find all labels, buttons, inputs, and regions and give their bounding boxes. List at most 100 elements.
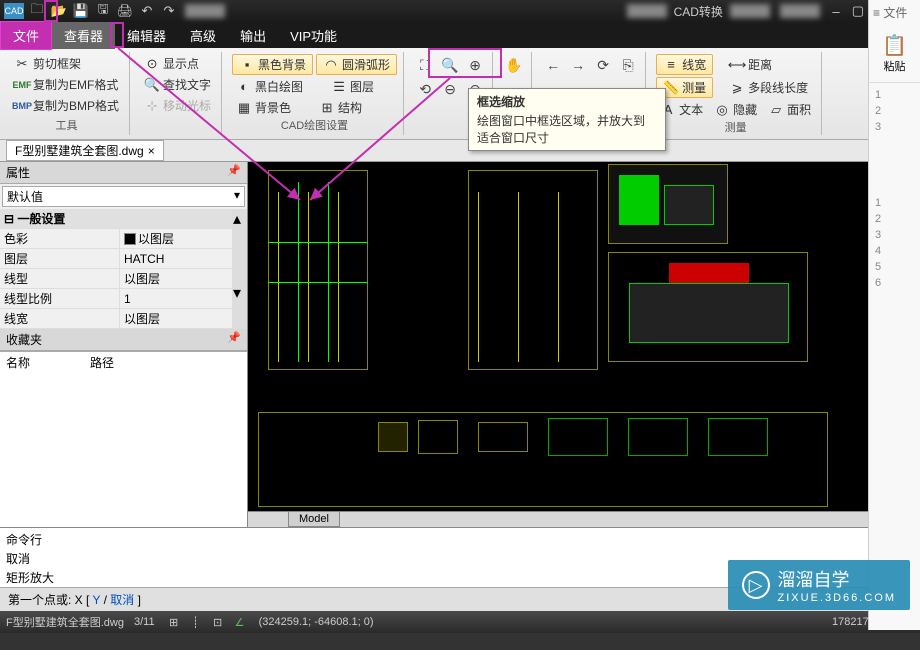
blur-region	[627, 4, 667, 18]
hide-button[interactable]: ◎隐藏	[710, 100, 761, 119]
drawing-canvas[interactable]: Model	[248, 162, 920, 527]
lineweight-button[interactable]: ≡线宽	[656, 54, 713, 75]
distance-button[interactable]: ⟷距离	[725, 54, 776, 75]
menu-output[interactable]: 输出	[228, 22, 278, 49]
status-file: F型别墅建筑全套图.dwg	[6, 614, 124, 630]
show-points-button[interactable]: ⊙显示点	[140, 54, 215, 73]
sb-icon[interactable]: ∠	[231, 614, 249, 630]
ribbon-group-tools: ✂剪切框架 EMF复制为EMF格式 BMP复制为BMP格式 工具	[4, 52, 130, 135]
zoom-window-icon[interactable]: 🔍	[439, 54, 461, 76]
pin-icon[interactable]: 📌	[227, 331, 241, 348]
menu-editor[interactable]: 编辑器	[115, 22, 178, 49]
h-scrollbar[interactable]	[248, 511, 920, 527]
blur-region	[185, 4, 225, 18]
file-tab[interactable]: F型别墅建筑全套图.dwg×	[6, 140, 164, 161]
close-tab-icon[interactable]: ×	[148, 144, 155, 158]
app-icon: CAD	[4, 3, 24, 19]
sidebar-title[interactable]: ≡ 文件	[869, 0, 920, 25]
menu-file[interactable]: 文件	[0, 21, 52, 50]
min-icon[interactable]: –	[827, 3, 845, 19]
copy-bmp-button[interactable]: BMP复制为BMP格式	[10, 96, 123, 115]
bw-draw-button[interactable]: ◐黑白绘图	[232, 77, 307, 96]
cmd-title: 命令行	[6, 530, 914, 549]
prop-row: 线型比例1	[0, 289, 233, 309]
palette-icon: ▪	[239, 57, 255, 73]
sidebar-row: 2	[869, 103, 920, 119]
structure-button[interactable]: ⊞结构	[315, 98, 366, 117]
polyline-len-button[interactable]: ⩾多段线长度	[725, 77, 812, 98]
scissors-icon: ✂	[14, 56, 30, 72]
tree-icon: ⊞	[319, 100, 335, 116]
sidebar-row: 1	[869, 195, 920, 211]
bmp-icon: BMP	[14, 98, 30, 114]
scrollbar[interactable]: ▴▾	[233, 209, 247, 329]
undo-icon[interactable]: ↶	[138, 3, 156, 19]
properties-panel: 属性📌 默认值▾ ⊟ 一般设置 色彩以图层 图层HATCH 线型以图层 线型比例…	[0, 162, 248, 527]
default-dropdown[interactable]: 默认值▾	[2, 186, 245, 207]
props-header: 属性📌	[0, 162, 247, 184]
find-text-button[interactable]: 🔍查找文字	[140, 75, 215, 94]
color-icon: ▦	[236, 100, 252, 116]
nav-rotate-icon[interactable]: ⟳	[592, 54, 614, 76]
max-icon[interactable]: ▢	[849, 3, 867, 19]
new-icon[interactable]: 🗀	[28, 3, 46, 19]
cut-frame-button[interactable]: ✂剪切框架	[10, 54, 123, 73]
area-icon: ▱	[768, 102, 784, 118]
titlebar: CAD 🗀 📂 💾 🖫 🖨 ↶ ↷ CAD转换 – ▢ WPS	[0, 0, 920, 22]
copy-emf-button[interactable]: EMF复制为EMF格式	[10, 75, 123, 94]
pline-icon: ⩾	[729, 80, 745, 96]
zoom-realtime-icon[interactable]: ⊖	[439, 78, 461, 100]
nav-prev-icon[interactable]: ←	[542, 54, 564, 76]
sb-icon[interactable]: ⊡	[209, 614, 227, 630]
black-bg-button[interactable]: ▪黑色背景	[232, 54, 313, 75]
open-icon[interactable]: 📂	[50, 3, 68, 19]
search-icon: 🔍	[144, 77, 160, 93]
play-icon: ▷	[742, 571, 770, 599]
smooth-arc-button[interactable]: ◠圆滑弧形	[316, 54, 397, 75]
sb-icon[interactable]: ⊞	[165, 614, 183, 630]
save-icon[interactable]: 💾	[72, 3, 90, 19]
arc-icon: ◠	[323, 57, 339, 73]
area-button[interactable]: ▱面积	[764, 100, 815, 119]
tooltip: 框选缩放 绘图窗口中框选区域，并放大到 适合窗口尺寸	[468, 88, 666, 151]
ribbon-group-2: ⊙显示点 🔍查找文字 ⊹移动光标	[134, 52, 222, 135]
group-label: 工具	[10, 117, 123, 133]
saveall-icon[interactable]: 🖫	[94, 3, 112, 19]
zoom-prev-icon[interactable]: ⟲	[414, 78, 436, 100]
line-icon: ≡	[663, 57, 679, 73]
cursor-icon: ⊹	[144, 98, 160, 114]
nav-copy-icon[interactable]: ⎘	[617, 54, 639, 76]
zoom-extents-icon[interactable]: ⛶	[414, 54, 436, 76]
menu-vip[interactable]: VIP功能	[278, 22, 349, 49]
sidebar-row: 6	[869, 275, 920, 291]
chevron-down-icon: ▾	[234, 188, 240, 205]
menubar: 文件 查看器 编辑器 高级 输出 VIP功能 ✎	[0, 22, 920, 48]
watermark: ▷ 溜溜自学 ZIXUE.3D66.COM	[728, 560, 910, 610]
redo-icon[interactable]: ↷	[160, 3, 178, 19]
filetab-bar: F型别墅建筑全套图.dwg×	[0, 140, 920, 162]
prop-row: 线宽以图层	[0, 309, 233, 329]
paste-label[interactable]: 粘贴	[869, 58, 920, 74]
emf-icon: EMF	[14, 77, 30, 93]
sb-icon[interactable]: ┊	[187, 614, 205, 630]
print-icon[interactable]: 🖨	[116, 3, 134, 19]
layer-button[interactable]: ☰图层	[327, 77, 378, 96]
sidebar-row: 5	[869, 259, 920, 275]
bg-color-button[interactable]: ▦背景色	[232, 98, 295, 117]
menu-advanced[interactable]: 高级	[178, 22, 228, 49]
sidebar-row: 2	[869, 211, 920, 227]
paste-icon[interactable]: 📋	[869, 33, 920, 58]
model-tab[interactable]: Model	[288, 511, 340, 527]
point-icon: ⊙	[144, 56, 160, 72]
col-name: 名称	[6, 354, 30, 371]
blur-region	[780, 4, 820, 18]
zoom-in-icon[interactable]: ⊕	[464, 54, 486, 76]
pin-icon[interactable]: 📌	[227, 164, 241, 181]
menu-viewer[interactable]: 查看器	[52, 22, 115, 49]
group-label: 测量	[656, 119, 815, 135]
tooltip-line: 适合窗口尺寸	[477, 129, 657, 146]
prop-row: 色彩以图层	[0, 229, 233, 249]
sidebar-row: 3	[869, 119, 920, 135]
nav-next-icon[interactable]: →	[567, 54, 589, 76]
pan-icon[interactable]: ✋	[503, 54, 525, 76]
